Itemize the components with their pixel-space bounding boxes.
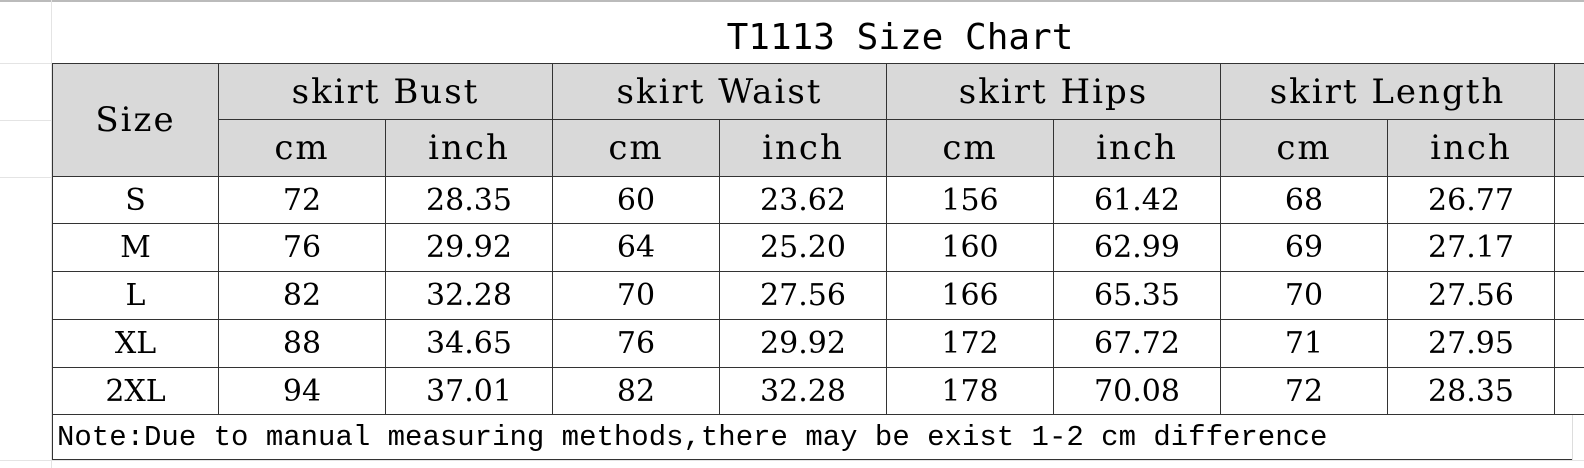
table-cell: 65.35	[1054, 272, 1221, 320]
table-cell: 88	[219, 320, 386, 368]
empty-cell	[1555, 177, 1584, 224]
table-cell: 37.01	[386, 368, 553, 415]
empty-cell	[1555, 320, 1584, 368]
unit-header-cm: cm	[553, 120, 720, 177]
table-cell: 27.56	[1388, 272, 1555, 320]
chart-title: T1113 Size Chart	[726, 17, 1074, 58]
table-cell: 178	[887, 368, 1054, 415]
table-cell: 156	[887, 177, 1054, 224]
unit-header-inch: inch	[1388, 120, 1555, 177]
table-cell: 70.08	[1054, 368, 1221, 415]
unit-header-cm: cm	[887, 120, 1054, 177]
unit-header-inch: inch	[1054, 120, 1221, 177]
empty-cell	[1555, 224, 1584, 272]
empty-cell	[1555, 120, 1584, 177]
table-cell: 82	[553, 368, 720, 415]
empty-cell	[1555, 368, 1584, 415]
table-cell: 61.42	[1054, 177, 1221, 224]
note: Note:Due to manual measuring methods,the…	[52, 415, 1572, 460]
size-label: S	[52, 177, 219, 224]
size-label: XL	[52, 320, 219, 368]
table-cell: 68	[1221, 177, 1388, 224]
unit-header-inch: inch	[386, 120, 553, 177]
table-cell: 27.56	[720, 272, 887, 320]
unit-header-cm: cm	[1221, 120, 1388, 177]
table-cell: 67.72	[1054, 320, 1221, 368]
group-header: skirt Bust	[219, 63, 553, 120]
group-header: skirt Waist	[553, 63, 887, 120]
table-cell: 172	[887, 320, 1054, 368]
table-cell: 27.95	[1388, 320, 1555, 368]
table-cell: 23.62	[720, 177, 887, 224]
table-cell: 76	[219, 224, 386, 272]
table-cell: 32.28	[720, 368, 887, 415]
empty-cell	[1555, 63, 1584, 120]
table-cell: 82	[219, 272, 386, 320]
group-header: skirt Length	[1221, 63, 1555, 120]
table-cell: 28.35	[1388, 368, 1555, 415]
table-cell: 69	[1221, 224, 1388, 272]
size-label: 2XL	[52, 368, 219, 415]
empty-cell	[1555, 272, 1584, 320]
group-header: skirt Hips	[887, 63, 1221, 120]
table-cell: 160	[887, 224, 1054, 272]
unit-header-cm: cm	[219, 120, 386, 177]
table-cell: 72	[219, 177, 386, 224]
table-cell: 27.17	[1388, 224, 1555, 272]
table-cell: 62.99	[1054, 224, 1221, 272]
table-cell: 29.92	[720, 320, 887, 368]
table-cell: 60	[553, 177, 720, 224]
table-cell: 64	[553, 224, 720, 272]
table-cell: 32.28	[386, 272, 553, 320]
table-cell: 34.65	[386, 320, 553, 368]
table-cell: 72	[1221, 368, 1388, 415]
table-cell: 25.20	[720, 224, 887, 272]
table-cell: 70	[1221, 272, 1388, 320]
unit-header-inch: inch	[720, 120, 887, 177]
size-label: M	[52, 224, 219, 272]
table-cell: 29.92	[386, 224, 553, 272]
table-cell: 94	[219, 368, 386, 415]
table-cell: 166	[887, 272, 1054, 320]
table-cell: 26.77	[1388, 177, 1555, 224]
table-cell: 70	[553, 272, 720, 320]
size-label: L	[52, 272, 219, 320]
table-cell: 71	[1221, 320, 1388, 368]
table-cell: 28.35	[386, 177, 553, 224]
size-header: Size	[52, 63, 219, 177]
table-cell: 76	[553, 320, 720, 368]
